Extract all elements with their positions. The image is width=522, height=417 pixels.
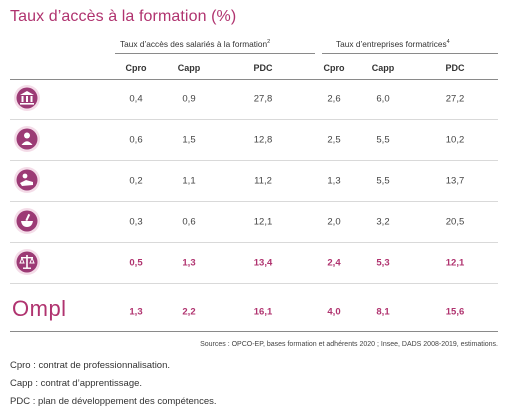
cell-value: 0,9 [182,93,196,104]
cell-value: 12,1 [253,216,273,227]
cell-value: 27,2 [445,93,465,104]
cell-value: 0,4 [129,93,143,104]
scales-of-justice-icon [14,249,40,275]
header-divider [10,79,498,80]
cell-value: 1,5 [182,134,196,145]
row-divider [10,160,498,161]
cell-value: 0,2 [129,175,143,186]
bank-columns-icon [14,85,40,111]
column-header-pdc: PDC [253,63,273,73]
column-header-cpro: Cpro [125,63,147,73]
legend-capp: Capp : contrat d’apprentissage. [10,378,143,389]
cell-value: 1,3 [182,257,196,268]
cell-value: 10,2 [445,134,465,145]
legend-cpro: Cpro : contrat de professionnalisation. [10,360,171,371]
cell-value: 16,1 [253,306,273,317]
cell-value: 13,7 [445,175,465,186]
table-row: 0,6 1,5 12,8 2,5 5,5 10,2 [10,122,498,157]
mortar-pestle-icon [14,208,40,234]
table-row: 1,3 2,2 16,1 4,0 8,1 15,6 [10,294,498,329]
cell-value: 1,3 [129,306,143,317]
cell-value: 20,5 [445,216,465,227]
cell-value: 12,1 [445,257,465,268]
table-row: 0,4 0,9 27,8 2,6 6,0 27,2 [10,81,498,116]
cell-value: 13,4 [253,257,273,268]
cell-value: 27,8 [253,93,273,104]
person-icon [14,126,40,152]
row-divider [10,283,498,284]
table-row: 0,5 1,3 13,4 2,4 5,3 12,1 [10,245,498,280]
page-title: Taux d’accès à la formation (%) [10,8,237,25]
source-note: Sources : OPCO-EP, bases formation et ad… [200,341,498,348]
cell-value: 2,2 [182,306,196,317]
cell-value: 3,2 [376,216,390,227]
column-header-capp: Capp [371,63,395,73]
cell-value: 1,1 [182,175,196,186]
column-header-capp: Capp [177,63,201,73]
cell-value: 2,6 [327,93,341,104]
hand-icon [14,167,40,193]
cell-value: 2,0 [327,216,341,227]
group-header-entreprises: Taux d’entreprises formatrices4 [336,39,450,49]
row-divider [10,242,498,243]
cell-value: 1,3 [327,175,341,186]
column-header-cpro: Cpro [323,63,345,73]
cell-value: 4,0 [327,306,341,317]
cell-value: 5,3 [376,257,390,268]
row-divider [10,201,498,202]
group-divider [322,53,498,54]
group-header-salaries: Taux d’accès des salariés à la formation… [120,39,271,49]
row-divider [10,119,498,120]
column-header-pdc: PDC [445,63,465,73]
cell-value: 11,2 [254,175,272,186]
cell-value: 5,5 [376,175,390,186]
cell-value: 15,6 [445,306,465,317]
cell-value: 2,5 [327,134,341,145]
cell-value: 8,1 [376,306,390,317]
cell-value: 6,0 [376,93,390,104]
cell-value: 5,5 [376,134,390,145]
cell-value: 0,6 [182,216,196,227]
table-row: 0,3 0,6 12,1 2,0 3,2 20,5 [10,204,498,239]
cell-value: 12,8 [253,134,273,145]
cell-value: 0,6 [129,134,143,145]
ompl-logo: Ompl [12,296,67,321]
group-divider [115,53,315,54]
cell-value: 0,5 [129,257,143,268]
cell-value: 0,3 [129,216,143,227]
table-row: 0,2 1,1 11,2 1,3 5,5 13,7 [10,163,498,198]
table-bottom-divider [10,331,498,332]
legend-pdc: PDC : plan de développement des compéten… [10,396,217,407]
cell-value: 2,4 [327,257,341,268]
